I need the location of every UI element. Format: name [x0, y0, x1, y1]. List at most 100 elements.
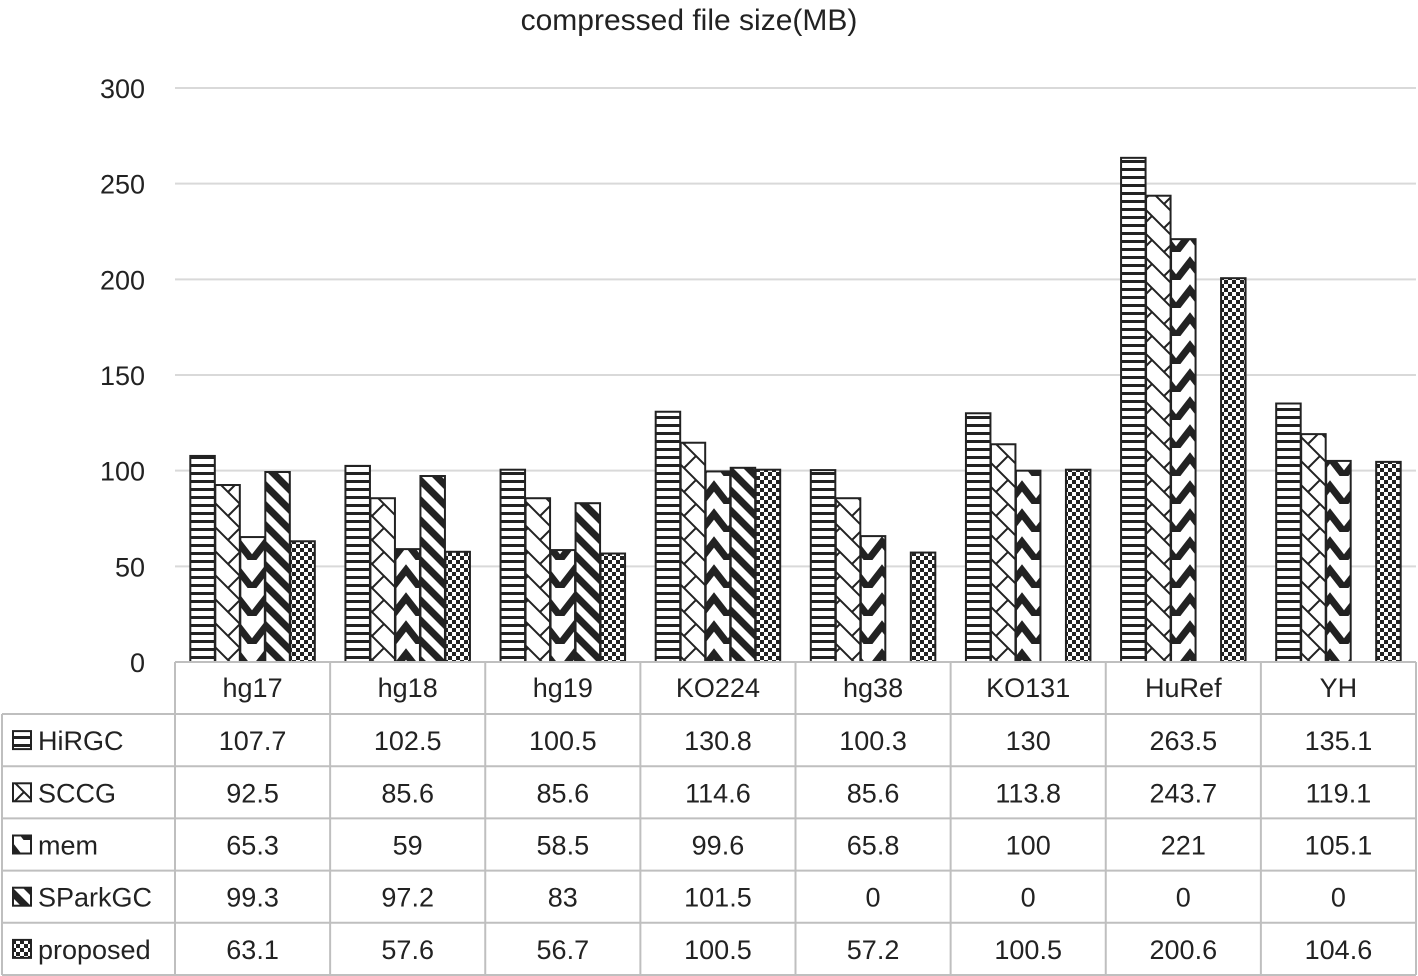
data-label: 243.7 [1150, 778, 1218, 808]
legend-swatch-proposed [12, 938, 32, 959]
data-label: 65.8 [847, 831, 900, 861]
bar-SCCG-hg19 [524, 497, 552, 663]
bar-SCCG-hg17 [214, 484, 241, 663]
bar-HiRGC-KO131 [964, 412, 992, 663]
y-tick-label: 0 [130, 648, 145, 678]
bar-HiRGC-hg18 [344, 464, 371, 663]
bar-mem-YH [1325, 459, 1352, 663]
bar-SCCG-KO224 [679, 441, 707, 663]
data-label: 56.7 [537, 935, 590, 965]
bar-proposed-hg18 [444, 550, 471, 663]
legend-label: SParkGC [38, 883, 152, 913]
data-label: 0 [1331, 883, 1346, 913]
bar-SCCG-KO131 [989, 443, 1017, 663]
bar-mem-KO131 [1014, 469, 1042, 663]
data-label: 65.3 [226, 831, 279, 861]
data-label: 130 [1006, 726, 1051, 756]
data-label: 99.3 [226, 883, 279, 913]
data-label: 200.6 [1150, 935, 1218, 965]
bar-proposed-HuRef [1220, 277, 1247, 663]
bar-proposed-hg17 [289, 540, 316, 664]
data-label: 114.6 [685, 778, 751, 808]
x-tick-label: YH [1320, 673, 1358, 703]
legend-label: SCCG [38, 778, 116, 808]
bar-HiRGC-HuRef [1120, 156, 1147, 663]
data-label: 59 [393, 831, 423, 861]
legend-label: HiRGC [38, 726, 124, 756]
y-tick-label: 300 [100, 74, 145, 104]
data-label: 63.1 [226, 935, 279, 965]
gridlines [175, 87, 1416, 568]
bar-proposed-hg19 [599, 552, 627, 663]
bar-HiRGC-YH [1275, 402, 1302, 663]
bar-mem-hg17 [239, 536, 266, 663]
data-label: 102.5 [374, 726, 442, 756]
data-label: 0 [866, 883, 881, 913]
x-tick-label: KO131 [986, 673, 1070, 703]
chart-title: compressed file size(MB) [521, 4, 858, 37]
data-label: 85.6 [847, 778, 900, 808]
bar-SParkGC-hg17 [264, 471, 291, 664]
bars [189, 156, 1402, 664]
bar-HiRGC-hg38 [809, 469, 837, 663]
data-label: 113.8 [995, 778, 1061, 808]
bar-mem-hg38 [859, 535, 887, 663]
data-label: 97.2 [381, 883, 434, 913]
legend-swatch-SCCG [12, 782, 32, 803]
bar-proposed-KO131 [1064, 468, 1092, 663]
legend-swatch-SParkGC [12, 886, 32, 907]
bar-SCCG-hg18 [369, 497, 396, 663]
data-label: 100.5 [684, 935, 752, 965]
x-tick-label: hg17 [223, 673, 283, 703]
y-tick-label: 50 [115, 552, 145, 582]
y-tick-label: 250 [100, 170, 145, 200]
data-label: 104.6 [1305, 935, 1373, 965]
data-label: 101.5 [684, 883, 752, 913]
bar-mem-HuRef [1170, 238, 1197, 664]
y-tick-label: 200 [100, 265, 145, 295]
data-label: 221 [1161, 831, 1206, 861]
data-label: 85.6 [381, 778, 434, 808]
data-label: 135.1 [1305, 726, 1373, 756]
bar-mem-hg18 [394, 548, 421, 664]
data-label: 263.5 [1150, 726, 1218, 756]
bar-SParkGC-hg19 [574, 502, 602, 663]
x-tick-label: hg19 [533, 673, 593, 703]
data-label: 57.6 [381, 935, 434, 965]
data-label: 0 [1176, 883, 1191, 913]
data-label: 100 [1006, 831, 1051, 861]
legend-swatch-HiRGC [12, 730, 32, 751]
y-axis: 0 50 100 150 200 250 300 [100, 74, 145, 678]
data-label: 107.7 [219, 726, 287, 756]
data-label: 130.8 [684, 726, 752, 756]
bar-HiRGC-hg17 [189, 454, 216, 663]
bar-HiRGC-hg19 [499, 468, 527, 663]
data-table: hg17 hg18 hg19 KO224 hg38 KO131 HuRef YH HiRGC 10… [1, 661, 1417, 976]
legend-label: proposed [38, 935, 151, 965]
x-tick-label: HuRef [1145, 673, 1222, 703]
data-label: 99.6 [692, 831, 745, 861]
bar-mem-hg19 [549, 549, 577, 664]
bar-SParkGC-KO224 [729, 466, 757, 663]
legend-swatch-mem [12, 834, 32, 855]
x-tick-label: hg18 [378, 673, 438, 703]
data-label: 83 [548, 883, 578, 913]
legend-label: mem [38, 831, 98, 861]
data-label: 100.3 [839, 726, 907, 756]
bar-SCCG-hg38 [834, 497, 862, 663]
bar-proposed-YH [1375, 460, 1402, 663]
x-tick-label: hg38 [843, 673, 903, 703]
data-label: 119.1 [1306, 778, 1372, 808]
data-label: 58.5 [537, 831, 590, 861]
data-label: 92.5 [226, 778, 279, 808]
data-label: 105.1 [1305, 831, 1373, 861]
data-label: 0 [1021, 883, 1036, 913]
bar-SCCG-YH [1300, 433, 1327, 664]
data-label: 85.6 [537, 778, 590, 808]
bar-proposed-hg38 [909, 551, 937, 663]
y-tick-label: 150 [100, 361, 145, 391]
bar-SParkGC-hg18 [419, 475, 446, 663]
bar-HiRGC-KO224 [654, 410, 682, 663]
bar-SCCG-HuRef [1145, 194, 1172, 663]
